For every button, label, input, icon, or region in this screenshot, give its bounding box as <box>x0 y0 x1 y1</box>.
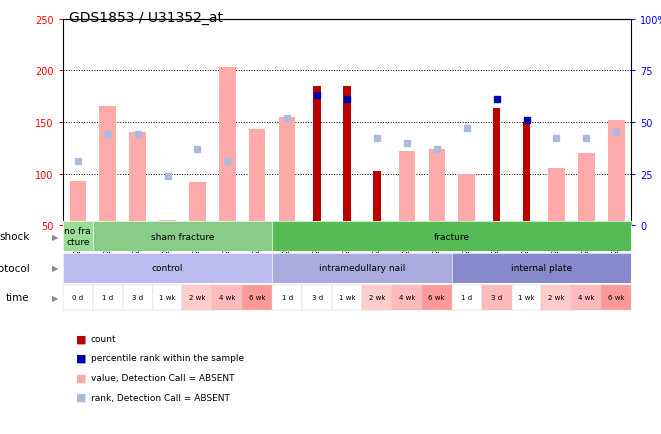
Bar <box>578 154 595 226</box>
Text: 1 wk: 1 wk <box>159 295 176 301</box>
Text: 4 wk: 4 wk <box>399 295 415 301</box>
Text: 4 wk: 4 wk <box>219 295 235 301</box>
Text: 3 d: 3 d <box>132 295 143 301</box>
Text: 3 d: 3 d <box>491 295 502 301</box>
Text: GDS1853 / U31352_at: GDS1853 / U31352_at <box>69 11 223 25</box>
Text: 2 wk: 2 wk <box>369 295 385 301</box>
Bar <box>313 86 321 226</box>
Text: shock: shock <box>0 232 30 241</box>
Text: 1 wk: 1 wk <box>518 295 535 301</box>
Bar <box>459 174 475 226</box>
Text: fracture: fracture <box>434 232 470 241</box>
Text: 1 d: 1 d <box>102 295 113 301</box>
Text: 2 wk: 2 wk <box>189 295 206 301</box>
Bar <box>279 118 295 226</box>
Text: percentile rank within the sample: percentile rank within the sample <box>91 354 244 362</box>
Text: time: time <box>6 293 30 302</box>
Bar <box>130 133 146 226</box>
Text: 4 wk: 4 wk <box>578 295 595 301</box>
Bar <box>219 68 235 226</box>
Text: count: count <box>91 334 116 343</box>
Bar <box>99 107 116 226</box>
Text: value, Detection Call = ABSENT: value, Detection Call = ABSENT <box>91 373 234 382</box>
Text: 1 d: 1 d <box>461 295 472 301</box>
Text: 6 wk: 6 wk <box>608 295 625 301</box>
Bar <box>608 121 625 226</box>
Bar <box>69 181 86 226</box>
Bar <box>548 169 564 226</box>
Text: 3 d: 3 d <box>311 295 323 301</box>
Bar <box>249 130 266 226</box>
Bar <box>493 109 500 226</box>
Text: ▶: ▶ <box>52 232 58 241</box>
Text: control: control <box>152 264 183 273</box>
Text: ■: ■ <box>76 373 87 382</box>
Text: ■: ■ <box>76 353 87 363</box>
Text: ■: ■ <box>76 334 87 343</box>
Text: 6 wk: 6 wk <box>428 295 445 301</box>
Text: rank, Detection Call = ABSENT: rank, Detection Call = ABSENT <box>91 393 229 401</box>
Text: intramedullary nail: intramedullary nail <box>319 264 405 273</box>
Text: 2 wk: 2 wk <box>548 295 564 301</box>
Text: ▶: ▶ <box>52 293 58 302</box>
Bar <box>399 151 415 226</box>
Text: protocol: protocol <box>0 263 30 273</box>
Bar <box>189 182 206 226</box>
Bar <box>343 86 351 226</box>
Text: 1 d: 1 d <box>282 295 293 301</box>
Text: no fra
cture: no fra cture <box>64 227 91 246</box>
Text: 1 wk: 1 wk <box>338 295 356 301</box>
Text: sham fracture: sham fracture <box>151 232 214 241</box>
Text: 0 d: 0 d <box>72 295 83 301</box>
Text: 6 wk: 6 wk <box>249 295 266 301</box>
Text: ▶: ▶ <box>52 264 58 273</box>
Text: ■: ■ <box>76 392 87 402</box>
Bar <box>373 172 381 226</box>
Bar <box>428 149 445 226</box>
Text: internal plate: internal plate <box>511 264 572 273</box>
Bar <box>523 122 530 226</box>
Bar <box>159 220 176 226</box>
